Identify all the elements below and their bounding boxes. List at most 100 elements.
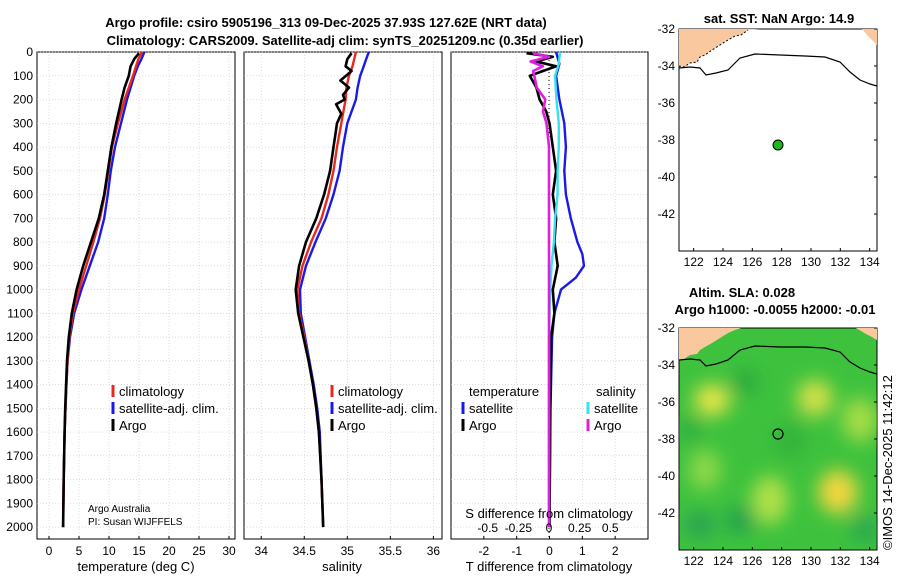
- lon-tick-label: 124: [713, 255, 733, 269]
- lat-tick-label: -40: [658, 170, 676, 184]
- lon-tick-label: 126: [742, 554, 762, 568]
- shelf-contour: [679, 53, 877, 87]
- x-tick-label: 30: [222, 544, 236, 558]
- legend-t-argo-label: Argo: [469, 418, 496, 433]
- s-argo-diff-line: [529, 51, 551, 528]
- salinity-panel: 34 34.5 35 35.5 36 salinity climatology sate…: [243, 51, 443, 574]
- argo-line: [294, 52, 353, 528]
- legend-salinity-title: salinity: [596, 384, 636, 399]
- depth-tick-label: 1100: [7, 306, 33, 320]
- x-tick-label: 35.5: [379, 544, 403, 558]
- depth-tick-label: 1300: [6, 354, 33, 368]
- depth-tick-label: 100: [13, 69, 33, 83]
- x-tick-label: 35: [341, 544, 355, 558]
- lon-tick-label: 134: [860, 554, 880, 568]
- lat-tick-label: -32: [658, 22, 676, 36]
- depth-tick-label: 400: [13, 140, 33, 154]
- s-diff-tick-label: -0.5: [477, 521, 498, 535]
- title-line-1: Argo profile: csiro 5905196_313 09-Dec-2…: [105, 15, 547, 30]
- australia-land-east: [862, 29, 877, 45]
- x-tick-label: 10: [102, 544, 116, 558]
- depth-tick-label: 1900: [6, 496, 33, 510]
- lon-tick-label: 126: [742, 255, 762, 269]
- t-diff-xlabel: T difference from climatology: [466, 559, 633, 574]
- sla-map-title-1: Altim. SLA: 0.028: [689, 285, 795, 300]
- x-tick-label: 25: [192, 544, 206, 558]
- depth-tick-label: 1700: [6, 449, 33, 463]
- argo-float-marker: [772, 428, 784, 440]
- depth-tick-label: 200: [13, 93, 33, 107]
- depth-tick-label: 700: [13, 211, 33, 225]
- salinity-xlabel: salinity: [322, 559, 362, 574]
- timestamp-stamp: ©IMOS 14-Dec-2025 11:42:12: [880, 375, 895, 550]
- x-tick-label: 20: [162, 544, 176, 558]
- difference-panel: -2 -1 0 1 2 -0.5 -0.25 0 0.25 0.5 T difference fr…: [450, 51, 649, 574]
- s-diff-xlabel: S difference from climatology: [465, 506, 633, 521]
- s-diff-tick-label: 0: [546, 521, 553, 535]
- lat-tick-label: -34: [658, 59, 676, 73]
- depth-tick-label: 900: [13, 259, 33, 273]
- x-tick-label: 15: [132, 544, 146, 558]
- x-tick-label: -2: [478, 544, 489, 558]
- temperature-axes-frame: [36, 51, 236, 540]
- x-tick-label: 36: [427, 544, 441, 558]
- t-argo-diff-line: [526, 51, 560, 528]
- difference-legend: temperature salinity satellite Argo sate…: [461, 384, 638, 433]
- depth-tick-label: 0: [26, 45, 33, 59]
- salinity-axes-frame: [243, 51, 443, 540]
- depth-tick-label: 800: [13, 235, 33, 249]
- lon-tick-label: 130: [801, 255, 821, 269]
- credit-line-2: PI: Susan WIJFFELS: [88, 517, 183, 528]
- lat-tick-label: -38: [658, 432, 676, 446]
- legend-clim-label: climatology: [338, 384, 404, 399]
- sla-map-title-2: Argo h1000: -0.0055 h2000: -0.01: [675, 302, 876, 317]
- depth-tick-label: 500: [13, 164, 33, 178]
- legend-argo-label: Argo: [338, 418, 365, 433]
- depth-tick-label: 1400: [6, 378, 33, 392]
- x-tick-label: 5: [76, 544, 83, 558]
- lon-tick-label: 130: [801, 554, 821, 568]
- depth-tick-label: 2000: [6, 520, 33, 534]
- sst-map-title: sat. SST: NaN Argo: 14.9: [704, 11, 855, 26]
- lon-tick-label: 128: [772, 554, 792, 568]
- legend-s-sat-label: satellite: [594, 401, 638, 416]
- depth-tick-label: 1800: [6, 473, 33, 487]
- legend-sat-label: satellite-adj. clim.: [338, 401, 438, 416]
- lon-tick-label: 132: [830, 255, 850, 269]
- lat-tick-label: -36: [658, 96, 676, 110]
- sst-map-panel: sat. SST: NaN Argo: 14.9 122 124 126 128 130…: [658, 11, 880, 269]
- sla-field: [679, 328, 877, 544]
- argo-line: [61, 52, 141, 528]
- australia-land-east: [856, 328, 877, 340]
- depth-tick-label: 1600: [6, 425, 33, 439]
- argo-float-marker: [772, 139, 784, 151]
- sla-map-panel: Altim. SLA: 0.028 Argo h1000: -0.0055 h2…: [658, 285, 880, 568]
- x-tick-label: 0: [46, 544, 53, 558]
- lat-tick-label: -40: [658, 469, 676, 483]
- lon-tick-label: 122: [684, 255, 704, 269]
- lon-tick-label: 128: [772, 255, 792, 269]
- x-tick-label: 34.5: [293, 544, 317, 558]
- depth-tick-label: 300: [13, 116, 33, 130]
- x-tick-label: -1: [511, 544, 522, 558]
- depth-tick-label: 1500: [6, 401, 33, 415]
- depth-tick-label: 1200: [6, 330, 33, 344]
- s-diff-tick-label: -0.25: [505, 521, 533, 535]
- x-tick-label: 0: [546, 544, 553, 558]
- salinity-legend: climatology satellite-adj. clim. Argo: [330, 384, 438, 433]
- temperature-xlabel: temperature (deg C): [77, 559, 194, 574]
- temperature-panel: 0100200300400500600700800900100011001200…: [6, 45, 236, 574]
- lat-tick-label: -36: [658, 395, 676, 409]
- legend-sat-label: satellite-adj. clim.: [119, 401, 219, 416]
- lon-tick-label: 132: [830, 554, 850, 568]
- lat-tick-label: -38: [658, 133, 676, 147]
- credit-line-1: Argo Australia: [88, 504, 151, 515]
- legend-clim-label: climatology: [119, 384, 185, 399]
- shelf-contour: [679, 345, 877, 375]
- title-line-2: Climatology: CARS2009. Satellite-adj cli…: [107, 33, 584, 48]
- s-diff-tick-label: 0.5: [602, 521, 619, 535]
- legend-s-argo-label: Argo: [594, 418, 621, 433]
- lon-tick-label: 124: [713, 554, 733, 568]
- x-tick-label: 1: [579, 544, 586, 558]
- x-tick-label: 2: [612, 544, 619, 558]
